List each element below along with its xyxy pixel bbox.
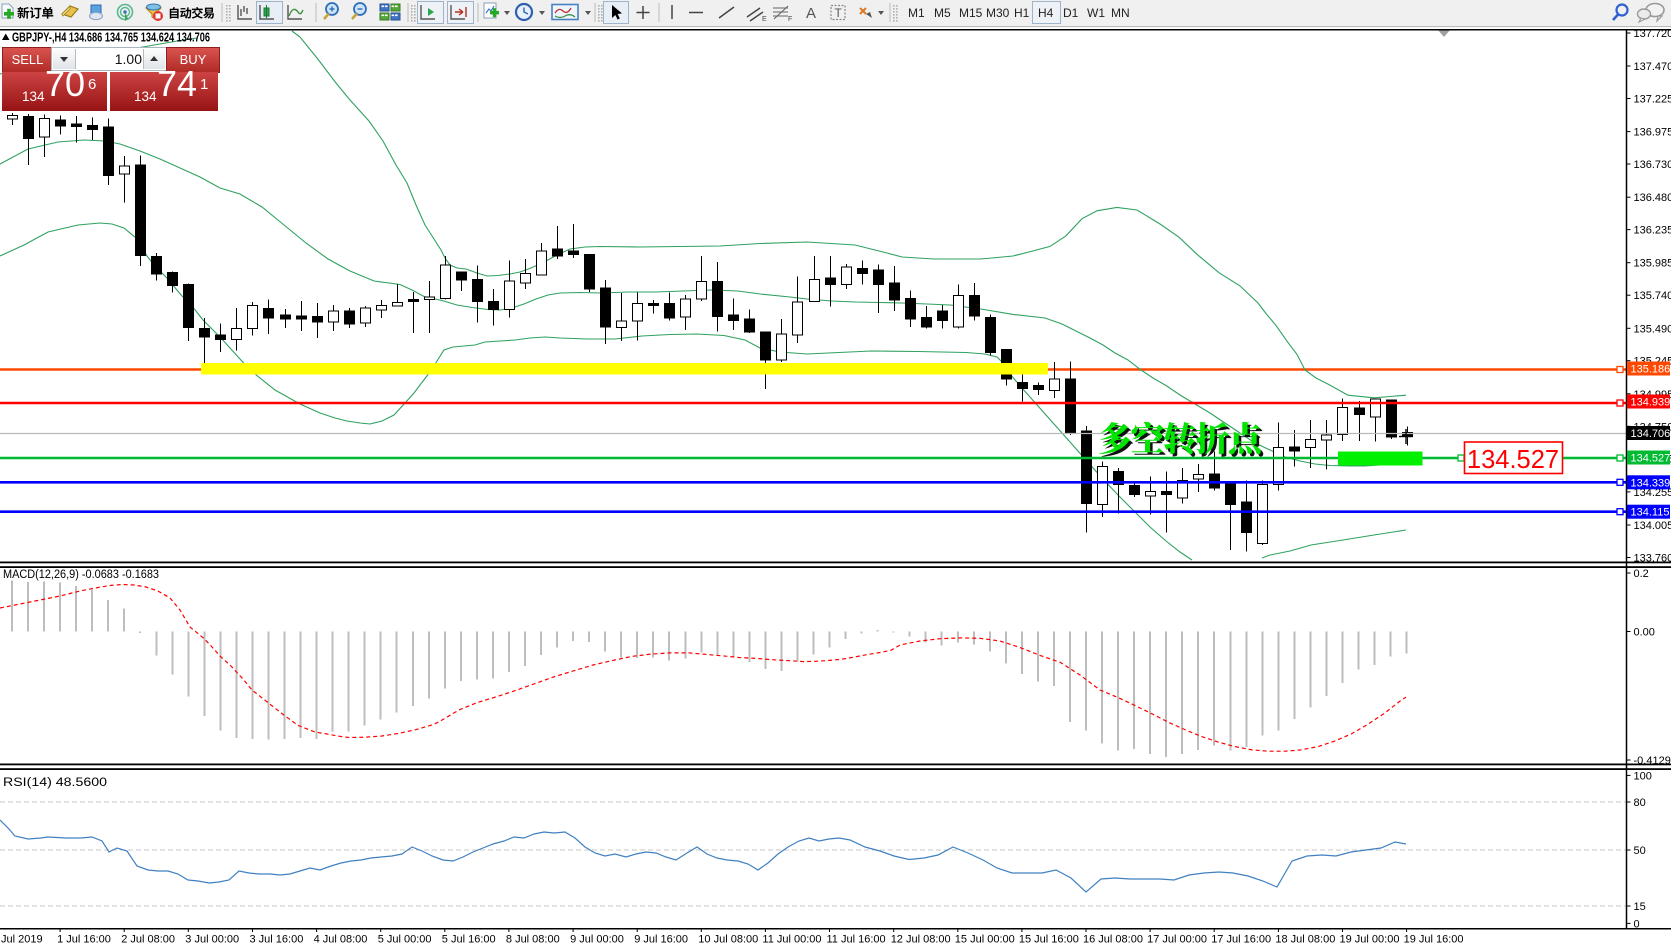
svg-text:16 Jul 08:00: 16 Jul 08:00: [1083, 934, 1143, 946]
svg-text:135.740: 135.740: [1634, 290, 1671, 302]
svg-text:17 Jul 00:00: 17 Jul 00:00: [1147, 934, 1207, 946]
svg-text:136.975: 136.975: [1634, 127, 1671, 139]
svg-text:134.339: 134.339: [1631, 477, 1671, 489]
svg-text:1 Jul 16:00: 1 Jul 16:00: [57, 934, 111, 946]
svg-text:136.480: 136.480: [1634, 192, 1671, 204]
svg-text:137.225: 137.225: [1634, 94, 1671, 106]
svg-text:19 Jul 16:00: 19 Jul 16:00: [1404, 934, 1464, 946]
svg-text:134.527: 134.527: [1631, 453, 1671, 465]
svg-text:GBPJPY-,H4 134.686 134.765 13: GBPJPY-,H4 134.686 134.765 134.624 134.7…: [12, 30, 210, 45]
svg-text:M30: M30: [986, 6, 1010, 20]
svg-text:T: T: [835, 6, 843, 20]
svg-text:9 Jul 16:00: 9 Jul 16:00: [634, 934, 688, 946]
svg-text:15 Jul 00:00: 15 Jul 00:00: [955, 934, 1015, 946]
svg-text:M5: M5: [934, 6, 951, 20]
svg-text:137.720: 137.720: [1634, 28, 1671, 40]
svg-text:H1: H1: [1014, 6, 1030, 20]
svg-text:17 Jul 16:00: 17 Jul 16:00: [1211, 934, 1271, 946]
svg-text:F: F: [788, 16, 792, 23]
svg-text:RSI(14) 48.5600: RSI(14) 48.5600: [3, 777, 107, 789]
svg-text:10 Jul 08:00: 10 Jul 08:00: [698, 934, 758, 946]
svg-text:50: 50: [1634, 845, 1646, 857]
svg-text:134.939: 134.939: [1631, 397, 1671, 409]
svg-text:136.730: 136.730: [1634, 159, 1671, 171]
svg-text:3 Jul 00:00: 3 Jul 00:00: [185, 934, 239, 946]
svg-text:100: 100: [1634, 770, 1652, 782]
svg-text:135.490: 135.490: [1634, 323, 1671, 335]
svg-text:11 Jul 00:00: 11 Jul 00:00: [762, 934, 821, 946]
svg-text:3 Jul 16:00: 3 Jul 16:00: [250, 934, 304, 946]
svg-text:4 Jul 08:00: 4 Jul 08:00: [314, 934, 368, 946]
svg-text:2 Jul 08:00: 2 Jul 08:00: [121, 934, 175, 946]
svg-text:135.985: 135.985: [1634, 258, 1671, 270]
svg-text:MN: MN: [1111, 6, 1130, 20]
svg-text:134.115: 134.115: [1631, 507, 1670, 519]
svg-text:134.706: 134.706: [1631, 428, 1671, 440]
svg-text:134.255: 134.255: [1634, 487, 1671, 499]
svg-text:9 Jul 00:00: 9 Jul 00:00: [570, 934, 624, 946]
svg-text:Jul 2019: Jul 2019: [1, 934, 43, 946]
svg-text:8 Jul 08:00: 8 Jul 08:00: [506, 934, 560, 946]
svg-text:137.470: 137.470: [1634, 61, 1671, 73]
svg-text:19 Jul 00:00: 19 Jul 00:00: [1340, 934, 1400, 946]
svg-text:W1: W1: [1087, 6, 1105, 20]
svg-text:80: 80: [1634, 797, 1646, 809]
svg-text:135.186: 135.186: [1631, 364, 1671, 376]
svg-text:134.527: 134.527: [1467, 446, 1559, 474]
svg-text:MACD(12,26,9) -0.0683 -0.1683: MACD(12,26,9) -0.0683 -0.1683: [3, 569, 159, 581]
svg-text:E: E: [762, 16, 767, 23]
svg-text:18 Jul 08:00: 18 Jul 08:00: [1275, 934, 1335, 946]
svg-text:M1: M1: [908, 6, 925, 20]
svg-text:0.2: 0.2: [1634, 568, 1649, 580]
svg-text:A: A: [806, 5, 816, 22]
svg-text:5 Jul 16:00: 5 Jul 16:00: [442, 934, 496, 946]
svg-text:15: 15: [1634, 901, 1646, 913]
svg-text:12 Jul 08:00: 12 Jul 08:00: [891, 934, 951, 946]
svg-text:-0.4129: -0.4129: [1634, 755, 1671, 767]
svg-text:0.00: 0.00: [1634, 627, 1655, 639]
svg-text:134.005: 134.005: [1634, 520, 1671, 532]
svg-text:M15: M15: [959, 6, 983, 20]
svg-text:0: 0: [1634, 918, 1640, 930]
svg-text:11 Jul 16:00: 11 Jul 16:00: [827, 934, 886, 946]
svg-text:5 Jul 00:00: 5 Jul 00:00: [378, 934, 432, 946]
svg-text:H4: H4: [1038, 6, 1054, 20]
svg-text:D1: D1: [1063, 6, 1079, 20]
svg-text:15 Jul 16:00: 15 Jul 16:00: [1019, 934, 1079, 946]
svg-text:136.235: 136.235: [1634, 225, 1671, 237]
svg-text:133.760: 133.760: [1634, 553, 1671, 565]
